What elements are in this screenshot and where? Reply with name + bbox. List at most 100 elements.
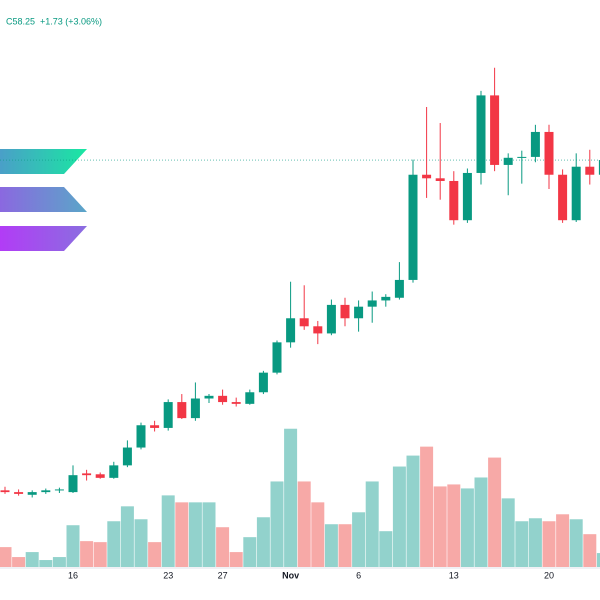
volume-bar [433,486,447,567]
x-tick-label: 23 [163,570,173,580]
candle-body [354,306,364,319]
candle-body [326,304,336,334]
candle-body [136,425,146,448]
volume-bar [515,521,529,567]
volume-bar [338,524,352,567]
candle-body [122,447,132,466]
logo [0,149,87,251]
volume-bar [161,495,175,567]
candle-body [204,395,214,399]
candle-body [490,95,500,165]
candle-body [54,489,64,491]
volume-bar [284,428,298,567]
volume-bar [556,514,570,567]
candle-body [218,395,228,403]
volume-bar [392,466,406,567]
candle-body [517,156,527,158]
volume-bar [488,457,502,567]
volume-bar [243,537,257,567]
candle-body [68,475,78,493]
candle-body [367,300,377,307]
volume-bar [406,455,420,567]
candle-body [340,304,350,319]
x-tick-label: Nov [282,570,299,580]
candle-body [299,318,309,327]
volume-bar [256,517,270,567]
candle-body [163,402,173,428]
plot [0,67,600,567]
candle-body [82,473,92,476]
candle-body [598,160,600,175]
candle-body [95,474,105,478]
candle-body [503,157,513,165]
candle-body [313,326,323,334]
candle-body [286,318,296,343]
logo-band [0,149,87,174]
volume-bar [39,560,53,567]
candle-body [530,131,540,157]
volume-bar [148,542,162,567]
volume-bar [188,502,202,567]
volume-bar [583,534,597,567]
volume-bar [474,477,488,567]
volume-bar [175,502,189,567]
volume-bar [324,524,338,567]
volume-bar [311,502,325,567]
volume-bar [528,518,542,567]
candle-body [381,296,391,301]
x-tick-label: 27 [218,570,228,580]
candle-body [571,166,581,221]
volume-bar [216,527,230,567]
volume-bar [229,552,243,567]
volume-bar [297,481,311,567]
x-tick-label: 6 [356,570,361,580]
x-tick-label: 16 [68,570,78,580]
volume-bar [134,519,148,567]
candle-body [435,178,445,181]
candle-body [422,174,432,179]
volume-bar [107,521,121,567]
volume-bar [12,557,26,567]
candle-body [14,492,24,494]
volume-bar [596,553,600,567]
header-change: +1.73 (+3.06%) [40,16,102,26]
candle-body [245,392,255,404]
candle-body [272,342,282,373]
volume-bar [447,484,461,567]
candle-body [394,279,404,298]
candle-body [109,465,119,478]
candle-body [150,425,160,428]
candle-body [190,398,200,419]
volume-bar [202,502,216,567]
volume-bar [569,519,583,567]
volume-bar [379,531,393,567]
candle-body [231,402,241,404]
candle-body [585,166,595,175]
x-tick-label: 20 [544,570,554,580]
candle-body [177,402,187,419]
candle-body [258,372,268,393]
volume-bar [120,506,134,567]
candle-body [462,172,472,221]
volume-bar [501,498,515,567]
candle-body [449,180,459,221]
volume-bar [80,541,94,567]
volume-bar [52,557,66,567]
volume-bar [0,547,12,567]
volume-bar [66,525,80,567]
volume-bar [25,552,39,567]
volume-bar [352,512,366,567]
logo-band [0,226,87,251]
candle-body [41,490,51,493]
candle-body [408,174,418,280]
candle-body [0,490,10,493]
volume-bar [460,488,474,567]
volume-bar [420,446,434,567]
candle-body [476,95,486,173]
volume-bar [93,542,107,567]
logo-band [0,187,87,212]
volume-bar [542,521,556,567]
volume-bar [270,481,284,567]
